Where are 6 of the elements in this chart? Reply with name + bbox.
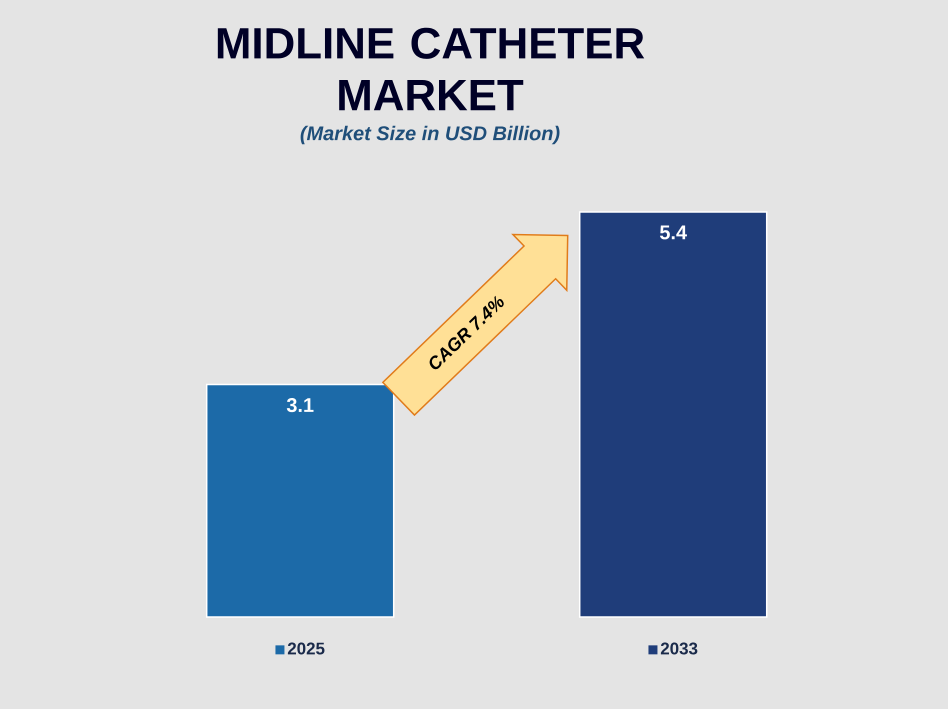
x-tick-label: 2033 — [660, 642, 698, 655]
x-tick-label: 2025 — [288, 642, 324, 655]
chart-title: MIDLINE CATHETER MARKET — [218, 28, 644, 110]
chart-subtitle: (Market Size in USD Billion) — [300, 126, 560, 144]
data-label: 5.4 — [660, 226, 687, 240]
data-label: 3.1 — [286, 398, 314, 412]
